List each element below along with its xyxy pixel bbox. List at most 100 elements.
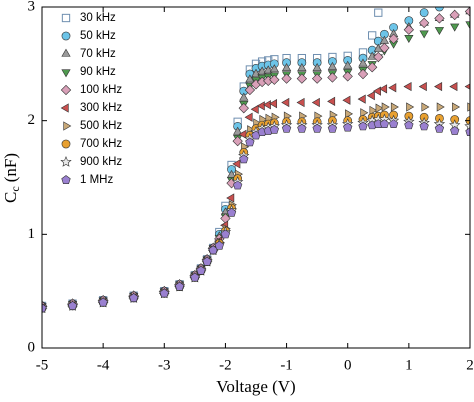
legend: 30 kHz 50 kHz 70 kHz 90 kHz 100 kHz 300 kHz 50… — [60, 12, 122, 186]
x-tick-label: -1 — [280, 357, 293, 373]
data-point — [357, 68, 369, 80]
y-tick-label: 2 — [28, 112, 36, 128]
data-point — [244, 84, 256, 96]
data-point — [434, 27, 445, 36]
data-point — [327, 96, 336, 106]
x-tick-label: 0 — [344, 357, 352, 373]
legend-label: 300 kHz — [80, 102, 122, 114]
data-point — [342, 95, 351, 105]
data-point — [465, 21, 470, 30]
x-tick-label: 2 — [466, 357, 474, 373]
data-point — [369, 105, 378, 116]
legend-marker — [61, 13, 71, 23]
data-point — [220, 229, 231, 239]
y-label-symbol: C — [1, 192, 20, 203]
plot-area — [42, 0, 470, 314]
data-point — [312, 63, 322, 72]
legend-marker — [60, 156, 72, 167]
legend-label: 50 kHz — [80, 30, 116, 42]
data-point — [403, 24, 415, 35]
y-tick-label: 3 — [28, 0, 36, 14]
data-point — [390, 102, 399, 112]
data-point — [388, 119, 399, 129]
legend-label: 1 MHz — [80, 174, 113, 186]
data-point — [311, 97, 320, 108]
plot-frame — [41, 6, 471, 349]
y-tick-label: 1 — [28, 226, 36, 242]
data-point — [256, 101, 265, 111]
data-point — [450, 23, 460, 32]
data-point — [226, 193, 235, 203]
x-tick-label: -2 — [219, 357, 232, 373]
data-point — [418, 17, 430, 29]
data-point — [297, 63, 307, 72]
legend-marker — [61, 69, 71, 78]
data-point — [250, 104, 259, 114]
data-point — [245, 137, 255, 147]
data-point — [196, 265, 206, 275]
data-point — [174, 281, 185, 291]
data-point — [202, 256, 212, 266]
data-point — [451, 0, 459, 5]
x-tick-label: 1 — [405, 357, 413, 373]
data-point — [269, 64, 279, 73]
data-point — [358, 58, 368, 67]
data-point — [342, 71, 353, 82]
data-point — [357, 94, 366, 104]
data-point — [281, 123, 292, 133]
data-point — [379, 119, 390, 129]
data-point — [436, 102, 445, 112]
data-point — [406, 102, 415, 112]
data-point — [251, 68, 261, 77]
data-point — [311, 73, 323, 84]
data-point — [239, 92, 249, 101]
data-point — [256, 76, 268, 88]
data-point — [381, 102, 390, 112]
x-tick-label: -3 — [158, 357, 171, 373]
data-point — [404, 120, 414, 130]
data-point — [269, 124, 279, 134]
data-point — [233, 180, 243, 190]
legend-label: 900 kHz — [80, 156, 122, 168]
data-point — [98, 297, 108, 307]
legend-marker — [61, 48, 71, 57]
legend-marker — [60, 103, 69, 113]
data-point — [360, 108, 369, 118]
data-point — [190, 272, 200, 282]
data-point — [281, 97, 290, 108]
data-point — [214, 240, 224, 250]
data-point — [368, 31, 377, 40]
data-point — [281, 73, 292, 84]
data-point — [403, 81, 412, 92]
data-point — [419, 121, 429, 131]
data-point — [343, 60, 353, 69]
data-point — [281, 63, 292, 72]
legend-label: 100 kHz — [80, 84, 122, 96]
y-axis-label: Cc (nF) — [1, 153, 22, 203]
data-point — [129, 293, 139, 302]
data-point — [464, 83, 470, 90]
legend-label: 70 kHz — [80, 48, 116, 60]
data-point — [269, 74, 280, 85]
legend-marker — [63, 121, 72, 131]
data-point — [226, 207, 237, 217]
data-point — [296, 73, 308, 84]
x-tick-label: -4 — [97, 357, 110, 373]
data-point — [327, 61, 338, 70]
x-tick-label: -5 — [36, 357, 49, 373]
legend-label: 700 kHz — [80, 138, 122, 150]
data-point — [367, 62, 378, 73]
legend-label: 30 kHz — [80, 12, 116, 24]
data-point — [379, 42, 390, 54]
legend-marker — [61, 139, 71, 149]
data-point — [312, 123, 322, 133]
data-point — [233, 126, 243, 135]
data-point — [42, 303, 47, 313]
data-point — [434, 81, 443, 92]
y-tick-label: 0 — [28, 339, 36, 355]
data-point — [421, 102, 430, 112]
y-label-subscript: c — [8, 186, 22, 191]
data-point — [327, 72, 338, 83]
data-point — [379, 84, 388, 94]
data-point — [450, 126, 460, 135]
